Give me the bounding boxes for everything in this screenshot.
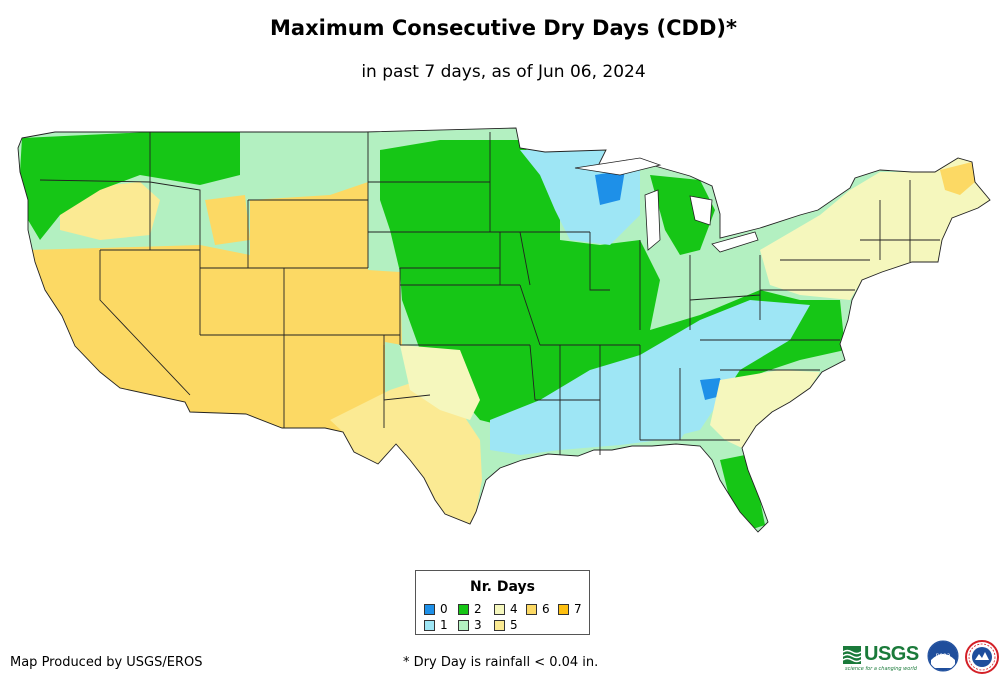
dry-day-footnote: * Dry Day is rainfall < 0.04 in. bbox=[403, 655, 599, 670]
state-lines-plains bbox=[368, 132, 541, 401]
legend-title: Nr. Days bbox=[470, 579, 535, 595]
state-lines-midwest bbox=[490, 231, 691, 455]
usgs-logo: USGS bbox=[843, 643, 919, 666]
cdd-class-6-southwest bbox=[28, 182, 402, 464]
legend-item-3: 3 bbox=[458, 618, 482, 632]
legend-swatch-3 bbox=[458, 619, 469, 631]
lake-huron bbox=[689, 195, 713, 226]
us-outline bbox=[17, 127, 991, 533]
lake-superior bbox=[574, 157, 662, 176]
legend-label-0: 0 bbox=[440, 602, 448, 616]
legend-label-3: 3 bbox=[474, 618, 482, 632]
legend-item-5: 5 bbox=[494, 618, 518, 632]
legend: Nr. Days 0 2 4 6 7 1 3 5 bbox=[415, 570, 590, 635]
usgs-tagline: science for a changing world bbox=[845, 666, 917, 672]
legend-item-7: 7 bbox=[558, 602, 582, 616]
legend-swatch-2 bbox=[458, 603, 469, 615]
cdd-class-2-northwest bbox=[20, 132, 240, 240]
cdd-class-4-northeast bbox=[760, 158, 990, 300]
agency-logos: USGS science for a changing world noaa bbox=[843, 640, 1003, 680]
cdd-class-2-great-lakes bbox=[650, 175, 715, 255]
legend-swatch-4 bbox=[494, 603, 505, 615]
legend-item-2: 2 bbox=[458, 602, 482, 616]
legend-label-4: 4 bbox=[510, 602, 518, 616]
map-subtitle: in past 7 days, as of Jun 06, 2024 bbox=[361, 62, 646, 82]
usgs-wave-icon bbox=[843, 645, 861, 664]
lake-erie bbox=[711, 231, 759, 253]
legend-swatch-0 bbox=[424, 603, 435, 615]
nws-logo-icon bbox=[965, 640, 999, 674]
legend-label-7: 7 bbox=[574, 602, 582, 616]
cdd-class-1-southeast bbox=[490, 300, 810, 455]
cdd-class-4-texas-east bbox=[400, 345, 480, 420]
us-dry-days-map bbox=[17, 127, 991, 533]
usgs-wordmark: USGS bbox=[864, 643, 919, 665]
legend-item-1: 1 bbox=[424, 618, 448, 632]
legend-label-5: 5 bbox=[510, 618, 518, 632]
cdd-data-layer bbox=[18, 128, 990, 532]
cdd-class-6-new-england bbox=[940, 162, 975, 195]
state-boundaries bbox=[17, 127, 991, 533]
lake-michigan bbox=[644, 189, 661, 251]
noaa-wordmark: noaa bbox=[936, 652, 951, 659]
legend-swatch-5 bbox=[494, 619, 505, 631]
state-lines-east bbox=[640, 180, 940, 441]
cdd-class-4-carolinas bbox=[710, 370, 820, 448]
map-title: Maximum Consecutive Dry Days (CDD)* bbox=[270, 16, 737, 40]
great-lakes bbox=[574, 157, 759, 253]
legend-label-2: 2 bbox=[474, 602, 482, 616]
legend-item-4: 4 bbox=[494, 602, 518, 616]
legend-swatch-1 bbox=[424, 619, 435, 631]
legend-item-0: 0 bbox=[424, 602, 448, 616]
credit-text: Map Produced by USGS/EROS bbox=[10, 655, 203, 670]
legend-swatch-6 bbox=[526, 603, 537, 615]
cdd-class-6-idaho bbox=[205, 195, 250, 245]
cdd-class-5-texas bbox=[330, 380, 482, 524]
legend-label-6: 6 bbox=[542, 602, 550, 616]
legend-label-1: 1 bbox=[440, 618, 448, 632]
legend-item-6: 6 bbox=[526, 602, 550, 616]
noaa-logo-icon: noaa bbox=[927, 640, 959, 672]
cdd-class-0-spots bbox=[595, 170, 625, 205]
legend-swatch-7 bbox=[558, 603, 569, 615]
cdd-class-2-florida bbox=[720, 455, 765, 530]
